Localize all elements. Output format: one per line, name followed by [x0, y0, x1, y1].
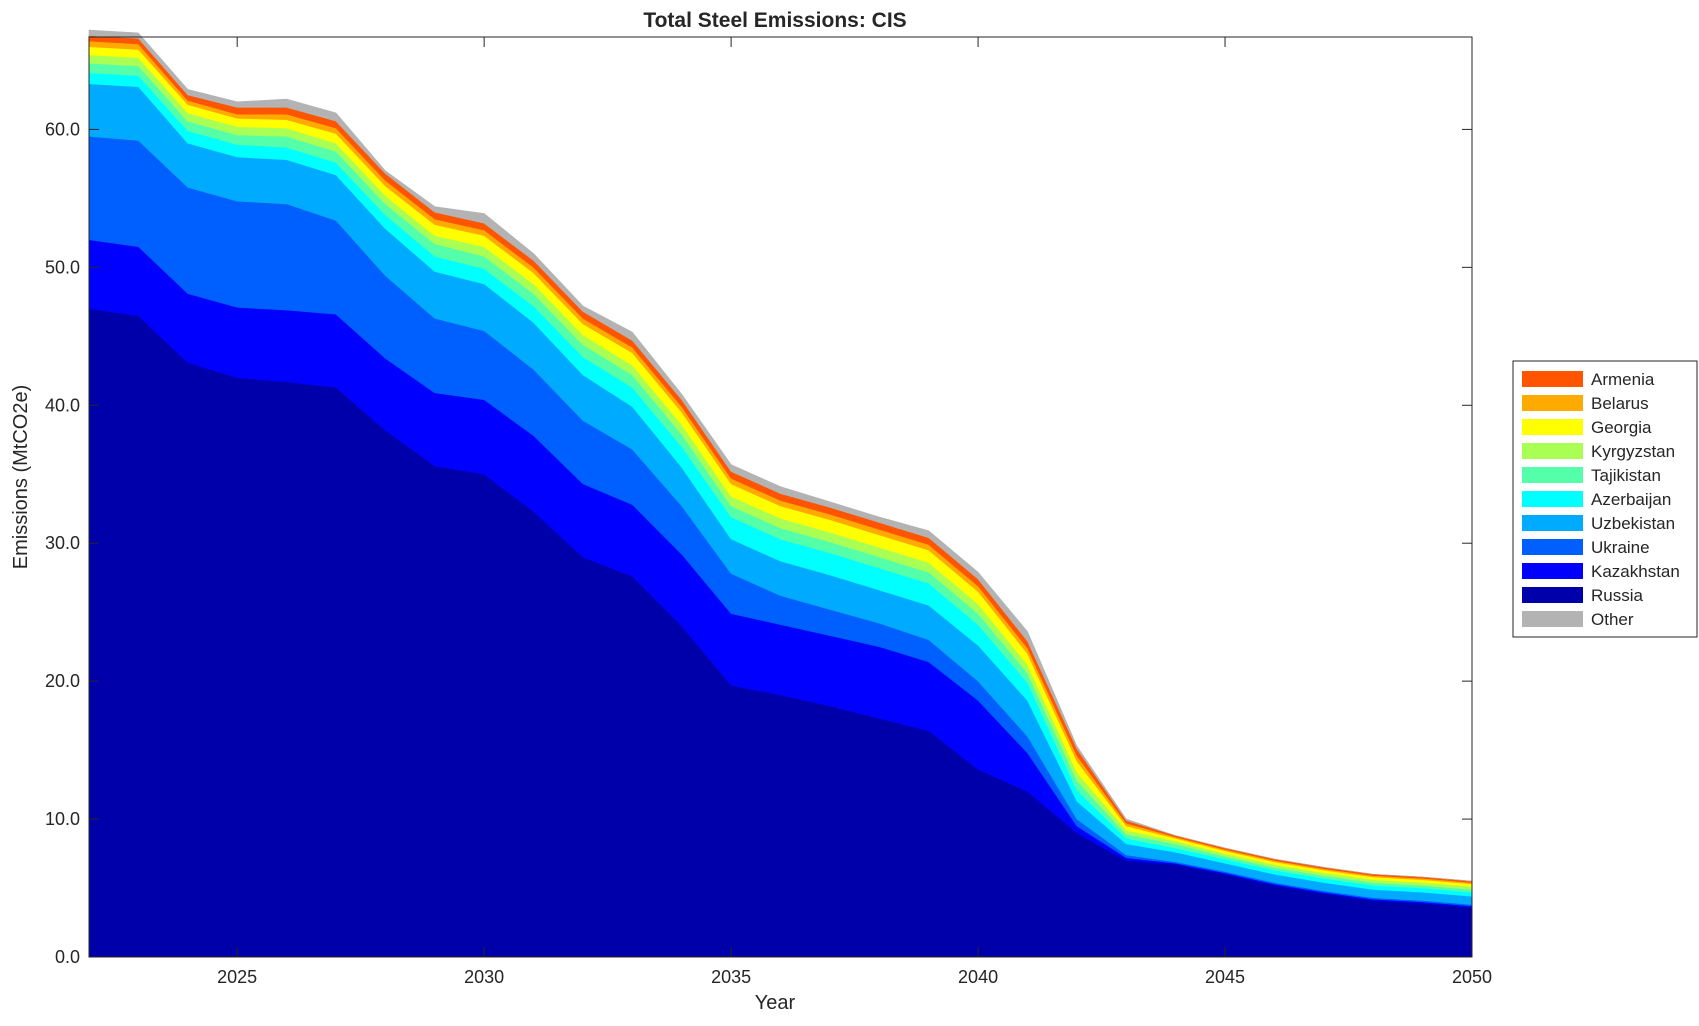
legend[interactable]: Armenia Belarus Georgia Kyrgyzstan Tajikista… [1512, 360, 1698, 638]
legend-label-kazakhstan: Kazakhstan [1591, 562, 1680, 581]
legend-label-uzbekistan: Uzbekistan [1591, 514, 1675, 533]
y-axis-label: Emissions (MtCO2e) [10, 385, 32, 569]
legend-swatch-uzbekistan [1522, 515, 1583, 531]
legend-label-azerbaijan: Azerbaijan [1591, 490, 1671, 509]
legend-swatch-ukraine [1522, 539, 1583, 555]
legend-label-georgia: Georgia [1591, 418, 1652, 437]
legend-swatch-kyrgyzstan [1522, 443, 1583, 459]
legend-label-other: Other [1591, 610, 1634, 629]
y-tick-label: 10.0 [45, 809, 80, 829]
x-tick-label: 2040 [958, 967, 998, 987]
y-tick-label: 60.0 [45, 119, 80, 139]
legend-label-tajikistan: Tajikistan [1591, 466, 1661, 485]
legend-label-kyrgyzstan: Kyrgyzstan [1591, 442, 1675, 461]
legend-label-ukraine: Ukraine [1591, 538, 1650, 557]
x-tick-label: 2030 [464, 967, 504, 987]
x-tick-label: 2025 [217, 967, 257, 987]
area-other [88, 29, 1473, 882]
y-tick-label: 0.0 [55, 947, 80, 967]
legend-swatch-georgia [1522, 419, 1583, 435]
legend-label-russia: Russia [1591, 586, 1644, 605]
y-tick-label: 30.0 [45, 533, 80, 553]
legend-swatch-belarus [1522, 395, 1583, 411]
x-axis-label: Year [755, 992, 796, 1014]
x-tick-label: 2045 [1205, 967, 1245, 987]
legend-label-armenia: Armenia [1591, 370, 1655, 389]
axis-ticks-group: 2025 2030 2035 2040 2045 2050 0.0 10.0 20.0 30.0 4… [45, 37, 1492, 987]
legend-swatch-azerbaijan [1522, 491, 1583, 507]
x-tick-label: 2050 [1452, 967, 1492, 987]
legend-swatch-tajikistan [1522, 467, 1583, 483]
legend-swatch-russia [1522, 587, 1583, 603]
legend-swatch-armenia [1522, 371, 1583, 387]
chart-title: Total Steel Emissions: CIS [643, 9, 906, 32]
plot-frame [88, 36, 1473, 958]
x-tick-label: 2035 [711, 967, 751, 987]
legend-swatch-kazakhstan [1522, 563, 1583, 579]
y-tick-label: 20.0 [45, 671, 80, 691]
y-tick-label: 50.0 [45, 257, 80, 277]
legend-swatch-other [1522, 611, 1583, 627]
y-tick-label: 40.0 [45, 395, 80, 415]
legend-label-belarus: Belarus [1591, 394, 1649, 413]
